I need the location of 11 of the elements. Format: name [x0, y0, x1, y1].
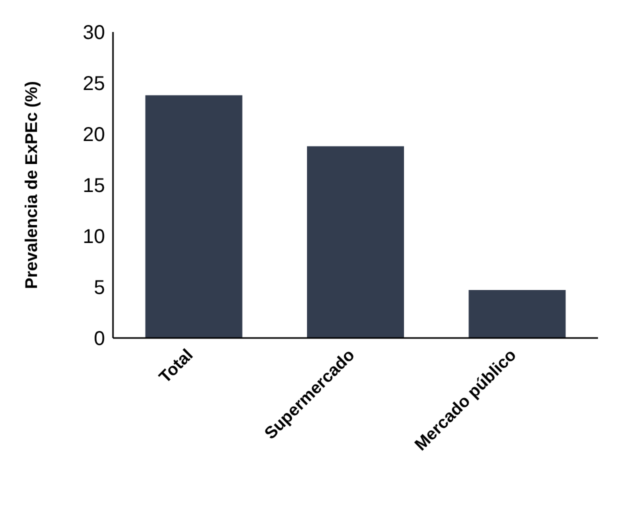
y-tick-label: 0	[94, 328, 105, 350]
y-tick-label: 30	[82, 22, 105, 44]
bar	[307, 146, 404, 338]
y-axis-title: Prevalencia de ExPEc (%)	[22, 81, 42, 289]
y-tick-label: 20	[82, 124, 105, 146]
y-tick-label: 25	[82, 73, 105, 96]
y-tick-label: 5	[94, 277, 105, 300]
y-tick-label: 10	[82, 226, 105, 248]
y-tick-label: 15	[82, 175, 105, 198]
bar	[145, 95, 242, 338]
bar	[468, 290, 566, 338]
